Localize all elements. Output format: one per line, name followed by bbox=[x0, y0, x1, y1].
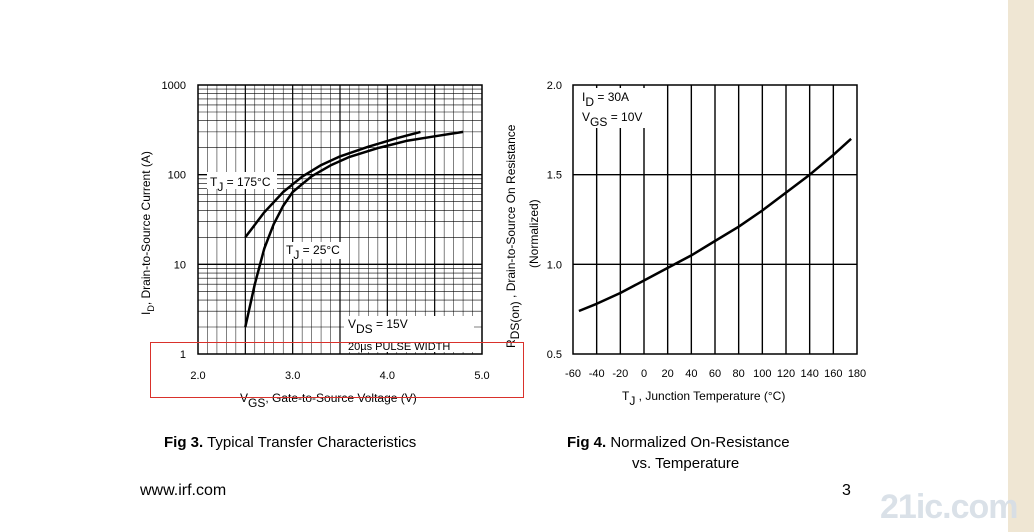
chart1-label-bg-25 bbox=[284, 242, 346, 259]
chart2-x-tick-label: 40 bbox=[685, 368, 697, 380]
chart2-legend-bg bbox=[578, 88, 652, 128]
chart2-x-tick-label: 0 bbox=[641, 368, 647, 380]
chart2-x-tick-label: 120 bbox=[777, 368, 795, 380]
chart1-y-tick-label: 100 bbox=[168, 170, 186, 182]
chart1-series-1-line bbox=[244, 130, 464, 328]
footer-page-number: 3 bbox=[842, 482, 851, 499]
chart2-x-tick-label: 80 bbox=[733, 368, 745, 380]
chart1-x-axis-label: VGS, Gate-to-Source Voltage (V) bbox=[240, 391, 417, 410]
chart2-series-0-line bbox=[578, 137, 852, 313]
chart2-x-axis-label: TJ , Junction Temperature (°C) bbox=[622, 389, 785, 408]
chart1-y-tick-label: 1000 bbox=[162, 80, 186, 92]
chart1-series-0-line bbox=[244, 130, 421, 239]
chart1-x-tick-label: 3.0 bbox=[285, 370, 300, 382]
series-label-tj-25: TJ = 25°C bbox=[286, 243, 340, 262]
chart1-x-tick-label: 5.0 bbox=[474, 370, 489, 382]
fig3-caption: Fig 3. Typical Transfer Characteristics bbox=[164, 434, 416, 451]
on-resistance-chart: -60 -40 -20 0 20 40 60 80 100 120 140 160 180 0.5 1.0 1… bbox=[504, 80, 866, 408]
legend-vgs: VGS = 10V bbox=[582, 110, 642, 129]
fig3-caption-text: Typical Transfer Characteristics bbox=[207, 434, 417, 451]
footer-website: www.irf.com bbox=[140, 482, 227, 499]
chart2-x-tick-label: -60 bbox=[565, 368, 581, 380]
series-label-tj-175: TJ = 175°C bbox=[210, 175, 271, 194]
chart1-x-tick-label: 4.0 bbox=[380, 370, 395, 382]
chart2-x-tick-label: 60 bbox=[709, 368, 721, 380]
chart2-x-tick-label: 180 bbox=[848, 368, 866, 380]
fig4-caption-text: Normalized On-Resistance bbox=[610, 434, 790, 451]
fig3-caption-number: Fig 3. bbox=[164, 434, 204, 451]
chart2-x-tick-label: 140 bbox=[800, 368, 818, 380]
chart1-y-axis-label: ID, Drain-to-Source Current (A) bbox=[139, 151, 156, 315]
chart1-y-tick-label: 10 bbox=[174, 259, 186, 271]
chart2-y-tick-label: 1.5 bbox=[547, 170, 562, 182]
fig4-caption: Fig 4. Normalized On-Resistance bbox=[567, 434, 790, 451]
legend-id: ID = 30A bbox=[582, 90, 629, 109]
chart2-y-axis-label-line2: (Normalized) bbox=[527, 199, 541, 268]
annotation-pulse-width: 20µs PULSE WIDTH bbox=[348, 341, 450, 353]
chart2-x-tick-label: 20 bbox=[662, 368, 674, 380]
highlight-rectangle bbox=[150, 342, 524, 398]
fig4-caption-number: Fig 4. bbox=[567, 434, 607, 451]
chart1-annotation-bg bbox=[344, 316, 474, 352]
chart2-y-tick-label: 2.0 bbox=[547, 80, 562, 92]
transfer-characteristics-chart: 2.0 3.0 4.0 5.0 1 10 100 1000 ID, Drain-to-Sour… bbox=[139, 80, 490, 410]
annotation-vds: VDS = 15V bbox=[348, 317, 408, 336]
chart2-x-tick-label: 100 bbox=[753, 368, 771, 380]
chart2-x-tick-label: -20 bbox=[612, 368, 628, 380]
chart1-label-bg-175 bbox=[207, 172, 277, 189]
chart2-x-tick-label: -40 bbox=[589, 368, 605, 380]
fig4-caption-line2: vs. Temperature bbox=[632, 455, 740, 472]
chart1-x-tick-label: 2.0 bbox=[190, 370, 205, 382]
chart2-x-tick-label: 160 bbox=[824, 368, 842, 380]
page-side-strip bbox=[1008, 0, 1034, 532]
chart2-y-tick-label: 1.0 bbox=[547, 259, 562, 271]
chart2-y-axis-label: RDS(on) , Drain-to-Source On Resistance bbox=[504, 124, 522, 348]
site-watermark: 21ic.com bbox=[880, 488, 1019, 526]
chart2-y-tick-label: 0.5 bbox=[547, 349, 562, 361]
chart1-y-tick-label: 1 bbox=[180, 349, 186, 361]
